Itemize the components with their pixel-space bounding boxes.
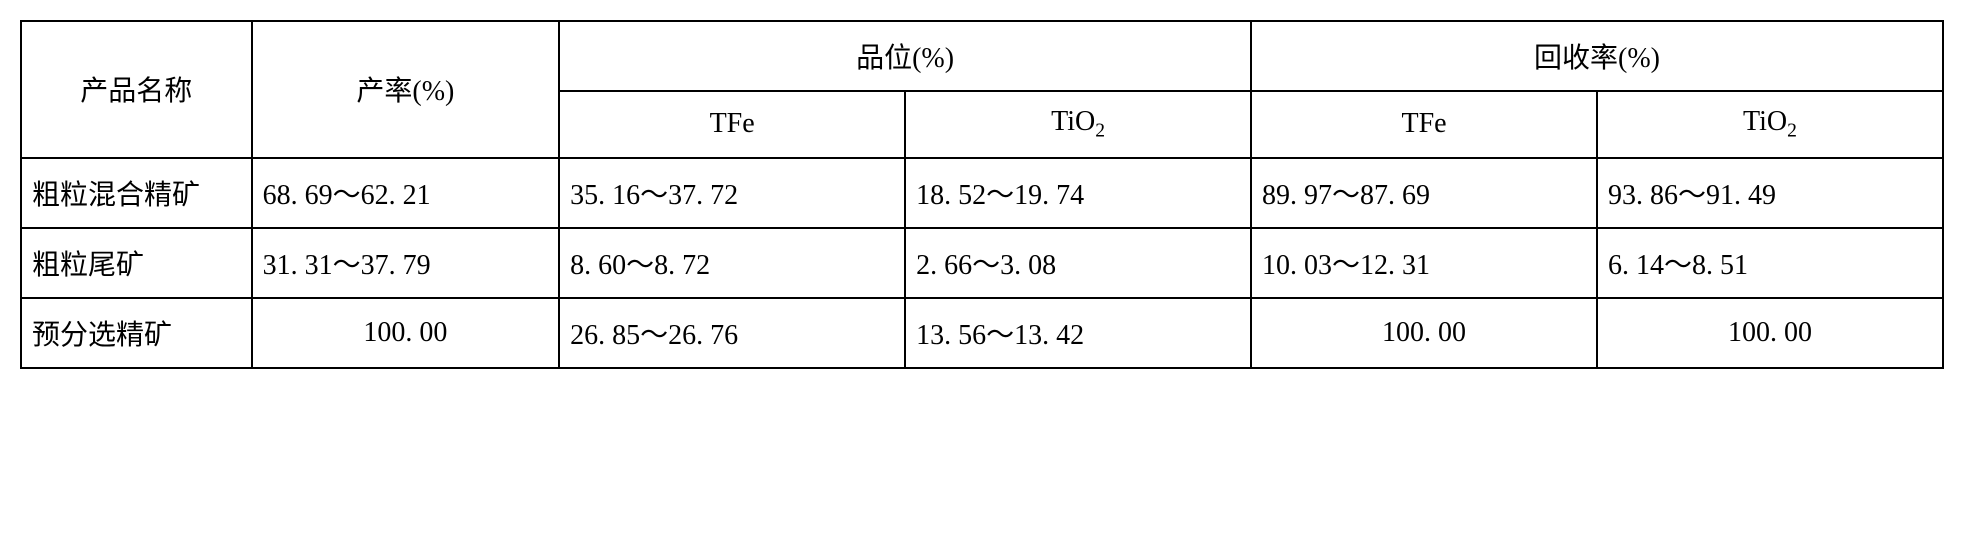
cell-grade-tio2: 2. 66～3. 08 [905, 228, 1251, 298]
cell-recovery-tfe: 10. 03～12. 31 [1251, 228, 1597, 298]
header-recovery-tio2: TiO2 [1597, 91, 1943, 158]
table-row: 预分选精矿 100. 00 26. 85～26. 76 13. 56～13. 4… [21, 298, 1943, 368]
cell-recovery-tio2: 93. 86～91. 49 [1597, 158, 1943, 228]
header-row-1: 产品名称 产率(%) 品位(%) 回收率(%) [21, 21, 1943, 91]
cell-recovery-tfe: 100. 00 [1251, 298, 1597, 368]
cell-grade-tfe: 8. 60～8. 72 [559, 228, 905, 298]
cell-yield: 68. 69～62. 21 [252, 158, 560, 228]
header-recovery-tfe: TFe [1251, 91, 1597, 158]
cell-yield: 31. 31～37. 79 [252, 228, 560, 298]
cell-yield: 100. 00 [252, 298, 560, 368]
header-grade: 品位(%) [559, 21, 1251, 91]
tio2-subscript: 2 [1095, 121, 1105, 142]
header-yield: 产率(%) [252, 21, 560, 158]
cell-product-name: 预分选精矿 [21, 298, 252, 368]
cell-grade-tfe: 35. 16～37. 72 [559, 158, 905, 228]
tio2-prefix: TiO [1743, 106, 1787, 137]
header-product-name: 产品名称 [21, 21, 252, 158]
header-grade-tfe: TFe [559, 91, 905, 158]
cell-recovery-tfe: 89. 97～87. 69 [1251, 158, 1597, 228]
cell-grade-tio2: 13. 56～13. 42 [905, 298, 1251, 368]
cell-product-name: 粗粒混合精矿 [21, 158, 252, 228]
table-row: 粗粒尾矿 31. 31～37. 79 8. 60～8. 72 2. 66～3. … [21, 228, 1943, 298]
cell-grade-tfe: 26. 85～26. 76 [559, 298, 905, 368]
cell-recovery-tio2: 100. 00 [1597, 298, 1943, 368]
cell-recovery-tio2: 6. 14～8. 51 [1597, 228, 1943, 298]
tio2-prefix: TiO [1051, 106, 1095, 137]
cell-product-name: 粗粒尾矿 [21, 228, 252, 298]
header-recovery: 回收率(%) [1251, 21, 1943, 91]
tio2-subscript: 2 [1787, 121, 1797, 142]
header-grade-tio2: TiO2 [905, 91, 1251, 158]
table-row: 粗粒混合精矿 68. 69～62. 21 35. 16～37. 72 18. 5… [21, 158, 1943, 228]
cell-grade-tio2: 18. 52～19. 74 [905, 158, 1251, 228]
ore-data-table: 产品名称 产率(%) 品位(%) 回收率(%) TFe TiO2 TFe TiO… [20, 20, 1944, 369]
